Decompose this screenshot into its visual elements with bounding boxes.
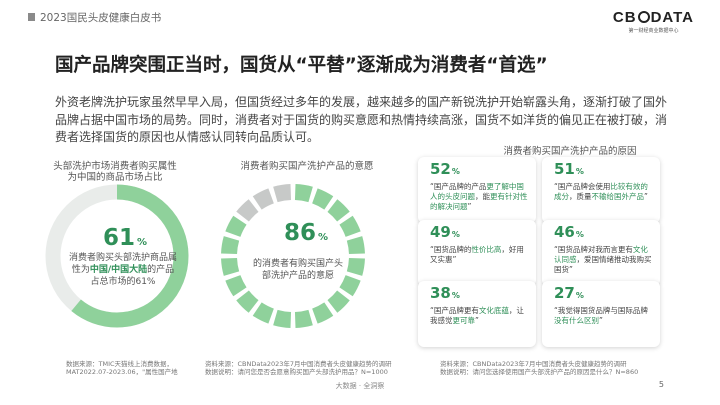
footer-slogan: 大数据 · 全洞察 bbox=[335, 382, 385, 390]
reason-value: 38% bbox=[430, 284, 460, 302]
ring-segment-unwilling bbox=[252, 188, 274, 210]
reason-quote: “国产品牌更有文化底蕴，让我感觉更可靠” bbox=[430, 306, 524, 325]
ring-segment-willing bbox=[346, 236, 365, 255]
ring-segment-willing bbox=[252, 302, 274, 324]
reason-value: 49% bbox=[430, 223, 460, 241]
logo-wordmark: CB DATA bbox=[612, 9, 694, 26]
panel1-source: 数据来源：TMIC天猫线上消费数据， MAT2022.07-2023.06，"属性… bbox=[66, 360, 178, 376]
ring-segment-willing bbox=[225, 215, 247, 237]
panel2-title: 消费者购买国产洗护产品的意愿 bbox=[240, 161, 374, 172]
reason-value: 52% bbox=[430, 160, 460, 178]
reason-quote: “我觉得国货品牌与国际品牌没有什么区别” bbox=[554, 306, 648, 325]
panel2-description: 的消费者有购买国产头部洗护产品的意愿 bbox=[253, 259, 344, 281]
ring-segment-unwilling bbox=[236, 199, 259, 222]
panel3-title: 消费者购买国产洗护产品的原因 bbox=[503, 146, 637, 157]
reason-value: 46% bbox=[554, 223, 584, 241]
ring-segment-willing bbox=[346, 257, 365, 276]
panel3-source: 资料来源：CBNData2023年7月中国消费者头皮健康趋势的调研 数据说明：请问… bbox=[440, 360, 639, 376]
reason-card: 46% “国货品牌对我而言更有文化认同感，爱国情绪推动我购买国货” bbox=[542, 220, 660, 286]
document-title: 2023国民头皮健康白皮书 bbox=[40, 12, 162, 24]
willingness-segment-ring bbox=[221, 184, 365, 328]
ring-segment-unwilling bbox=[273, 184, 292, 203]
panel1-value: 61% bbox=[103, 225, 148, 251]
title-marker bbox=[28, 13, 35, 21]
ring-segment-willing bbox=[225, 275, 247, 297]
ring-segment-willing bbox=[327, 199, 350, 222]
reason-card: 52% “国产品牌的产品更了解中国人的头皮问题，能更有针对性的解决问题” bbox=[418, 157, 536, 223]
reason-quote: “国产品牌会使用比较有效的成分，质量不输给国外产品” bbox=[554, 182, 648, 201]
ring-segment-willing bbox=[312, 302, 334, 324]
page-headline: 国产品牌突围正当时，国货从“平替”逐渐成为消费者“首选” bbox=[55, 55, 548, 76]
reason-card: 49% “国货品牌的性价比高，好用又实惠” bbox=[418, 220, 536, 286]
logo-tagline: 第一财经商业数据中心 bbox=[628, 28, 679, 34]
reason-value: 27% bbox=[554, 284, 584, 302]
donut-arc-domestic bbox=[45, 184, 189, 328]
ring-segment-willing bbox=[294, 309, 313, 328]
panel1-description: 消费者购买头部洗护商品属性为中国/中国大陆的产品占总市场的61% bbox=[68, 253, 177, 287]
intro-paragraph: 外资老牌洗护玩家虽然早早入局，但国货经过多年的发展，越来越多的国产新锐洗护开始崭… bbox=[55, 95, 668, 144]
cbndata-logo: CB DATA 第一财经商业数据中心 bbox=[613, 9, 694, 34]
ring-segment-willing bbox=[221, 236, 240, 255]
ring-segment-willing bbox=[294, 184, 313, 203]
reason-value: 51% bbox=[554, 160, 584, 178]
reason-card: 51% “国产品牌会使用比较有效的成分，质量不输给国外产品” bbox=[542, 157, 660, 223]
panel1-title: 头部洗护市场消费者购买属性为中国的商品市场占比 bbox=[53, 161, 177, 183]
top-bar: 2023国民头皮健康白皮书 CB DATA 第一财经商业数据中心 bbox=[0, 0, 720, 44]
ring-segment-willing bbox=[312, 188, 334, 210]
ring-segment-willing bbox=[327, 290, 350, 313]
ring-segment-willing bbox=[221, 257, 240, 276]
panel2-source: 资料来源：CBNData2023年7月中国消费者头皮健康趋势的调研 数据说明：请问… bbox=[205, 360, 392, 376]
market-share-donut bbox=[45, 184, 189, 328]
panel2-value: 86% bbox=[284, 220, 329, 246]
ring-segment-willing bbox=[273, 309, 292, 328]
reason-quote: “国货品牌的性价比高，好用又实惠” bbox=[430, 245, 524, 264]
page-number: 5 bbox=[658, 380, 664, 389]
reason-quote: “国货品牌对我而言更有文化认同感，爱国情绪推动我购买国货” bbox=[554, 245, 652, 274]
reason-quote: “国产品牌的产品更了解中国人的头皮问题，能更有针对性的解决问题” bbox=[430, 182, 528, 211]
reason-card: 38% “国产品牌更有文化底蕴，让我感觉更可靠” bbox=[418, 281, 536, 347]
ring-segment-willing bbox=[236, 290, 259, 313]
reason-card: 27% “我觉得国货品牌与国际品牌没有什么区别” bbox=[542, 281, 660, 347]
ring-segment-willing bbox=[339, 275, 361, 297]
ring-segment-willing bbox=[339, 215, 361, 237]
